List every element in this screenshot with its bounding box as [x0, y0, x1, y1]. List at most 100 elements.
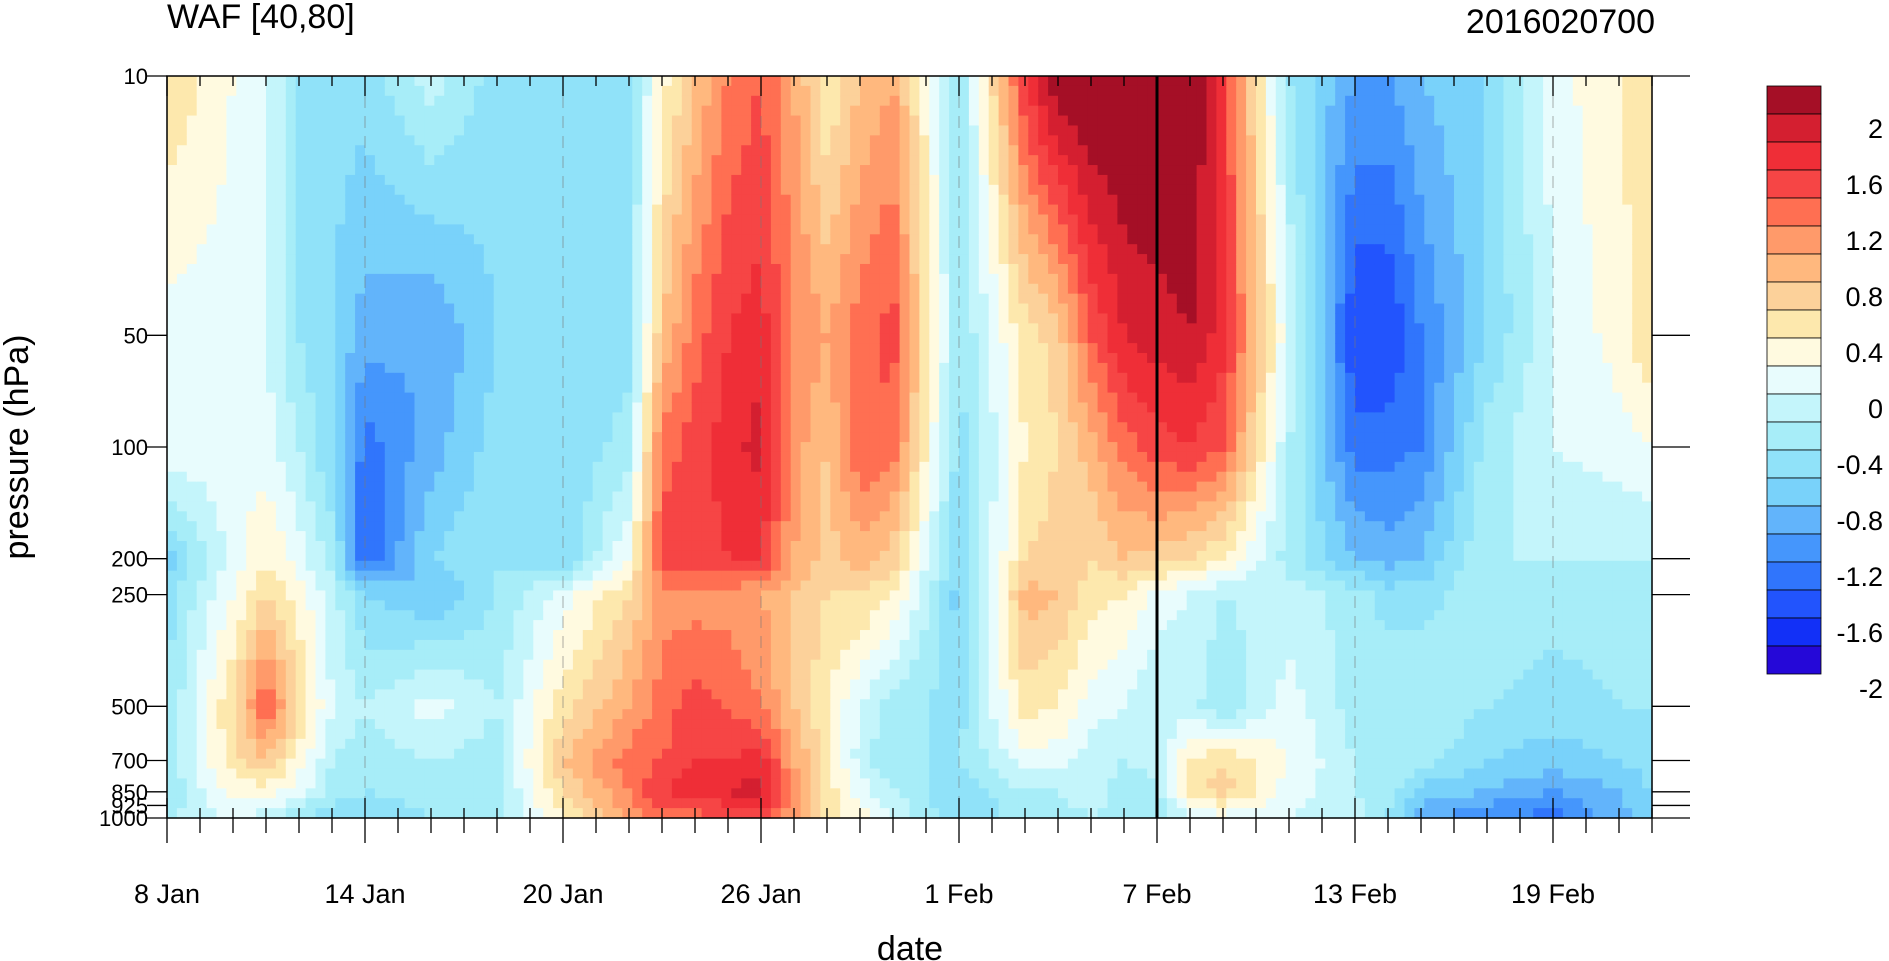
field-cell: [434, 422, 445, 433]
field-cell: [176, 461, 188, 473]
field-cell: [374, 778, 386, 789]
field-cell: [285, 788, 297, 799]
field-cell: [523, 402, 534, 413]
field-cell: [503, 273, 515, 285]
field-cell: [731, 481, 742, 493]
field-cell: [167, 85, 178, 97]
field-cell: [473, 422, 485, 433]
field-cell: [325, 748, 336, 760]
field-cell: [820, 194, 831, 206]
field-cell: [642, 659, 653, 671]
field-cell: [711, 600, 722, 611]
field-cell: [563, 244, 574, 255]
field-cell: [701, 323, 713, 334]
field-cell: [652, 333, 663, 344]
field-cell: [612, 85, 623, 97]
field-cell: [652, 501, 663, 512]
field-cell: [790, 659, 802, 671]
field-cell: [790, 461, 802, 473]
field-cell: [483, 293, 495, 305]
field-cell: [454, 728, 465, 740]
field-cell: [167, 590, 178, 601]
field-cell: [770, 719, 782, 730]
field-cell: [345, 728, 356, 740]
field-cell: [176, 165, 188, 176]
field-cell: [315, 353, 326, 364]
field-cell: [533, 76, 544, 87]
field-cell: [681, 125, 693, 136]
field-cell: [414, 669, 425, 681]
field-cell: [721, 224, 732, 235]
field-cell: [681, 293, 693, 305]
field-cell: [662, 125, 673, 136]
field-cell: [345, 85, 356, 97]
field-cell: [374, 333, 386, 344]
field-cell: [751, 422, 762, 433]
field-cell: [167, 501, 178, 512]
field-cell: [167, 372, 178, 384]
field-cell: [384, 204, 396, 216]
field-cell: [721, 600, 732, 611]
field-cell: [632, 748, 643, 760]
field-cell: [800, 679, 812, 690]
field-cell: [384, 669, 396, 681]
field-cell: [454, 738, 465, 750]
field-cell: [305, 778, 317, 789]
field-cell: [671, 422, 683, 433]
field-cell: [256, 471, 267, 483]
field-cell: [444, 372, 455, 384]
field-cell: [503, 194, 515, 206]
field-cell: [285, 224, 297, 235]
field-cell: [513, 244, 524, 255]
field-cell: [384, 95, 396, 107]
field-cell: [305, 155, 317, 166]
field-cell: [473, 76, 485, 87]
field-cell: [731, 540, 742, 552]
field-cell: [186, 303, 198, 315]
field-cell: [275, 372, 287, 384]
field-cell: [632, 402, 643, 413]
field-cell: [365, 293, 376, 305]
field-cell: [761, 659, 772, 671]
field-cell: [335, 145, 346, 156]
field-cell: [582, 382, 594, 394]
field-cell: [543, 808, 554, 819]
field-cell: [384, 76, 396, 87]
field-cell: [780, 392, 792, 404]
field-cell: [464, 283, 475, 295]
field-cell: [543, 224, 554, 235]
field-cell: [503, 738, 515, 750]
field-cell: [483, 273, 495, 285]
field-cell: [325, 738, 336, 750]
field-cell: [206, 125, 218, 136]
field-cell: [394, 659, 406, 671]
field-cell: [285, 748, 297, 760]
field-cell: [572, 649, 584, 661]
field-cell: [731, 689, 742, 700]
field-cell: [770, 590, 782, 601]
field-cell: [652, 273, 663, 285]
field-cell: [662, 204, 673, 216]
field-cell: [810, 798, 821, 809]
field-cell: [404, 432, 416, 443]
field-cell: [602, 372, 614, 384]
field-cell: [681, 135, 693, 146]
field-cell: [761, 768, 772, 780]
field-cell: [761, 76, 772, 87]
field-cell: [572, 630, 584, 641]
field-cell: [236, 323, 247, 334]
field-cell: [424, 491, 435, 503]
field-cell: [513, 788, 524, 799]
field-cell: [800, 145, 812, 156]
field-cell: [721, 353, 732, 364]
field-cell: [305, 224, 317, 235]
field-cell: [236, 570, 247, 582]
field-cell: [790, 719, 802, 730]
field-cell: [622, 728, 633, 740]
field-cell: [266, 303, 277, 315]
field-cell: [612, 471, 623, 483]
field-cell: [642, 115, 653, 127]
field-cell: [642, 254, 653, 265]
field-cell: [592, 778, 604, 789]
field-cell: [691, 293, 703, 305]
